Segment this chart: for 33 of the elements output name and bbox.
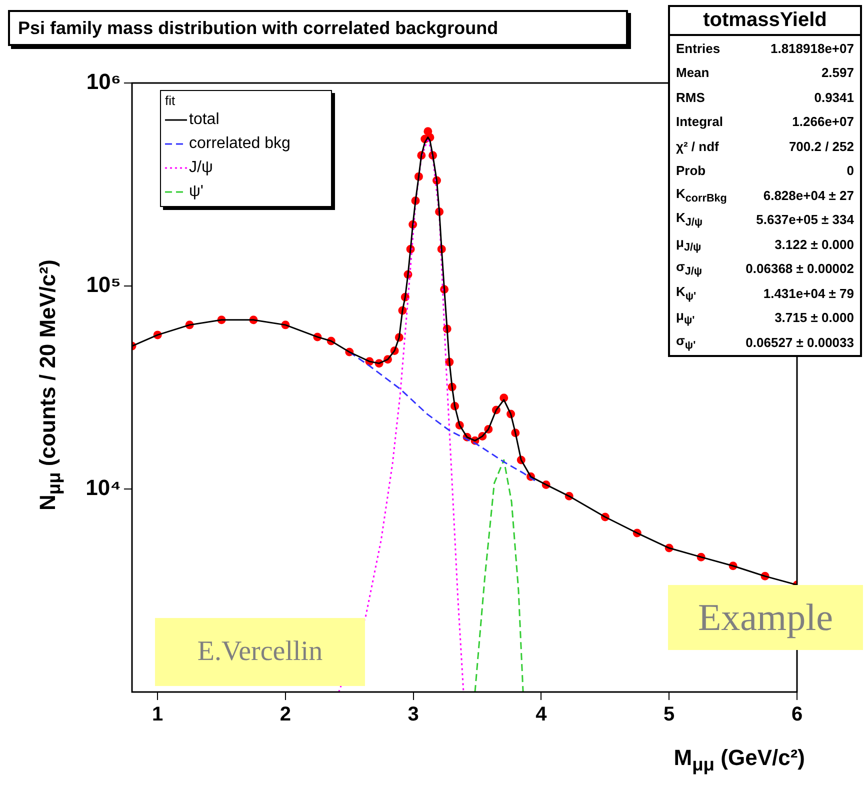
text: μ$_{J/ψ}$ 3.122 ± 0.000: [676, 234, 854, 254]
x-tick-label: 3: [408, 704, 419, 726]
legend-label: J/ψ: [189, 159, 213, 177]
chart-title: Psi family mass distribution with correlated background: [8, 10, 628, 46]
y-tick-label: 10⁴: [86, 475, 121, 500]
text: totmassYield: [670, 7, 860, 36]
x-tick-label: 6: [791, 704, 803, 726]
legend-label: correlated bkg: [189, 135, 290, 153]
annotation: E.Vercellin: [155, 618, 365, 686]
x-tick-label: 2: [280, 704, 292, 726]
legend-title: fit: [165, 93, 176, 108]
legend-label: ψ': [189, 183, 204, 201]
x-tick-label: 1: [152, 704, 164, 726]
text: K$_{J/ψ}$ 5.637e+05 ± 334: [676, 210, 854, 230]
text: σ$_{ψ'}$ 0.06527 ± 0.00033: [676, 332, 854, 352]
text: K$_{corrBkg}$ 6.828e+04 ± 27: [676, 186, 854, 205]
text: Prob 0: [676, 163, 854, 178]
text: Mean 2.597: [676, 65, 854, 80]
annotation: Example: [668, 585, 863, 650]
x-axis-title: M$_{μμ}$ (GeV/c²): [674, 745, 805, 776]
text: Integral 1.266e+07: [676, 114, 854, 130]
text: RMS 0.9341: [676, 90, 854, 105]
line-series: [474, 459, 524, 692]
text: K$_{ψ'}$ 1.431e+04 ± 79: [676, 284, 854, 303]
text: σ$_{J/ψ}$ 0.06368 ± 0.00002: [676, 259, 854, 278]
text: Entries 1.818918e+07: [676, 40, 854, 56]
y-tick-label: 10⁶: [86, 69, 121, 94]
x-tick-label: 5: [664, 704, 675, 726]
text: μ$_{ψ'}$ 3.715 ± 0.000: [676, 308, 854, 328]
y-tick-label: 10⁵: [86, 272, 121, 298]
x-tick-label: 4: [536, 704, 548, 726]
legend-label: total: [189, 111, 220, 129]
text: χ² / ndf 700.2 / 252: [676, 138, 854, 154]
